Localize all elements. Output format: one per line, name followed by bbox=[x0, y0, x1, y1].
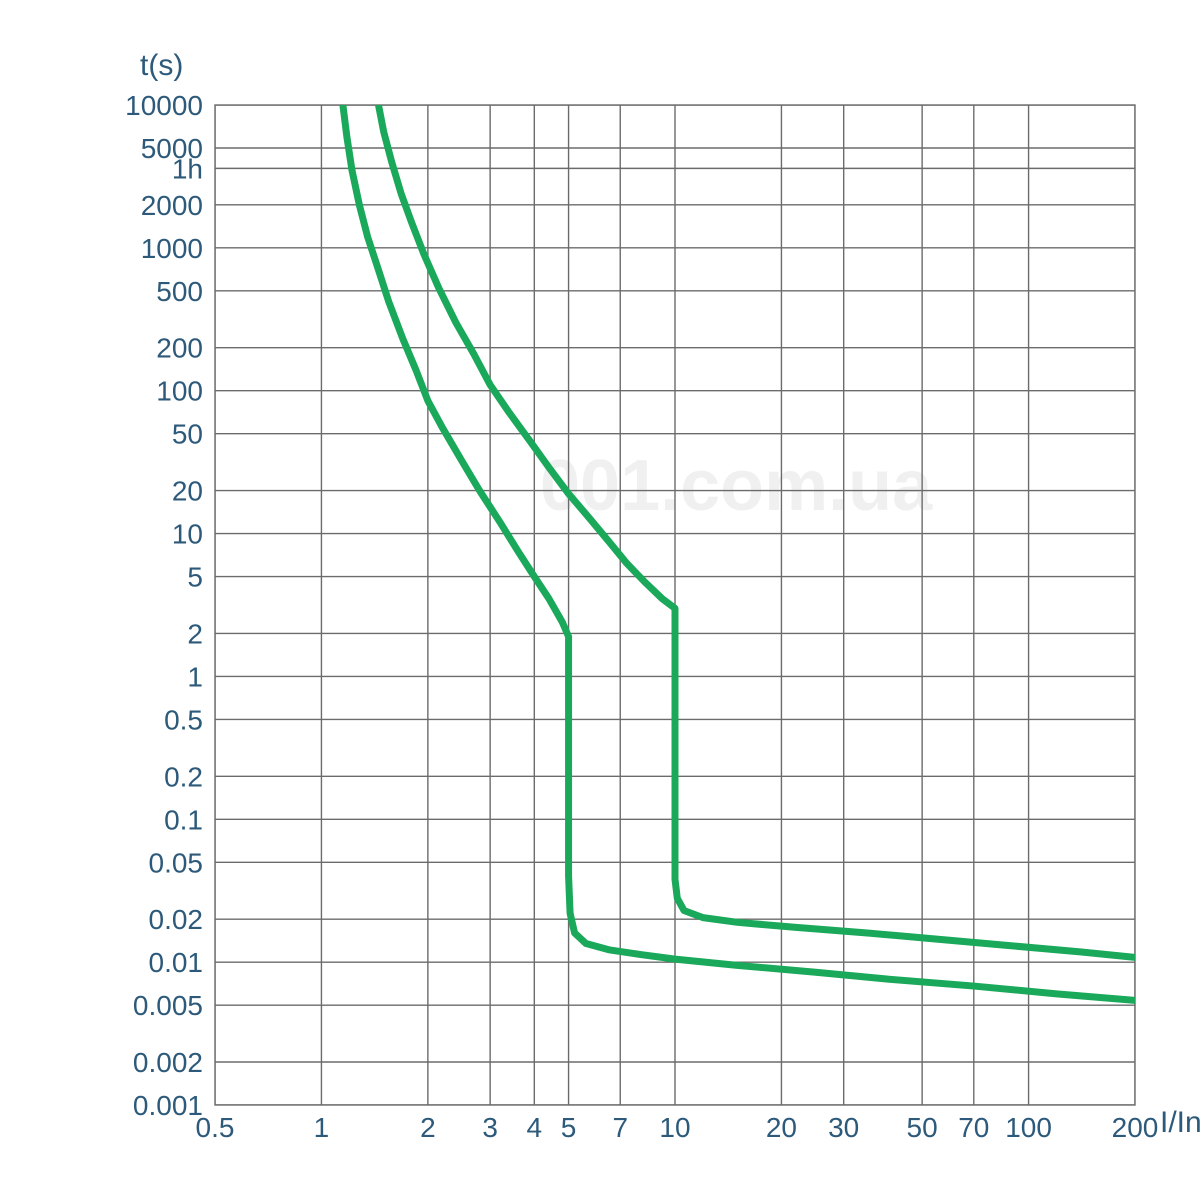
x-tick-label: 4 bbox=[527, 1112, 543, 1143]
y-tick-label: 10000 bbox=[125, 90, 203, 121]
y-tick-label: 1 bbox=[187, 661, 203, 692]
y-tick-label: 0.02 bbox=[149, 904, 204, 935]
y-tick-label: 50 bbox=[172, 419, 203, 450]
x-tick-label: 200 bbox=[1112, 1112, 1159, 1143]
x-tick-label: 70 bbox=[958, 1112, 989, 1143]
y-tick-label: 5 bbox=[187, 562, 203, 593]
x-tick-label: 1 bbox=[314, 1112, 330, 1143]
y-tick-label: 500 bbox=[156, 276, 203, 307]
y-tick-label: 0.1 bbox=[164, 804, 203, 835]
x-tick-label: 50 bbox=[907, 1112, 938, 1143]
x-tick-label: 7 bbox=[612, 1112, 628, 1143]
x-tick-label: 30 bbox=[828, 1112, 859, 1143]
y-tick-label: 0.002 bbox=[133, 1047, 203, 1078]
y-tick-label: 20 bbox=[172, 476, 203, 507]
x-tick-label: 100 bbox=[1005, 1112, 1052, 1143]
svg-text:001.com.ua: 001.com.ua bbox=[540, 446, 933, 526]
y-tick-label: 0.05 bbox=[149, 847, 204, 878]
y-axis-title: t(s) bbox=[140, 49, 183, 82]
chart-svg: 001.com.ua0.5123457102030507010020010000… bbox=[0, 0, 1200, 1200]
y-tick-label: 2000 bbox=[141, 190, 203, 221]
y-tick-label: 2 bbox=[187, 618, 203, 649]
y-tick-label: 0.005 bbox=[133, 990, 203, 1021]
y-tick-label: 0.001 bbox=[133, 1090, 203, 1121]
y-tick-label: 1000 bbox=[141, 233, 203, 264]
x-tick-label: 10 bbox=[659, 1112, 690, 1143]
y-tick-label: 0.01 bbox=[149, 947, 204, 978]
y-tick-label: 0.2 bbox=[164, 761, 203, 792]
y-tick-label: 200 bbox=[156, 333, 203, 364]
x-tick-label: 3 bbox=[482, 1112, 498, 1143]
y-tick-label: 1h bbox=[172, 153, 203, 184]
y-tick-label: 10 bbox=[172, 519, 203, 550]
trip-curve-chart: 001.com.ua0.5123457102030507010020010000… bbox=[0, 0, 1200, 1200]
x-tick-label: 5 bbox=[561, 1112, 577, 1143]
y-tick-label: 0.5 bbox=[164, 704, 203, 735]
y-tick-label: 100 bbox=[156, 376, 203, 407]
x-axis-title: I/In bbox=[1160, 1106, 1200, 1139]
x-tick-label: 2 bbox=[420, 1112, 436, 1143]
x-tick-label: 20 bbox=[766, 1112, 797, 1143]
